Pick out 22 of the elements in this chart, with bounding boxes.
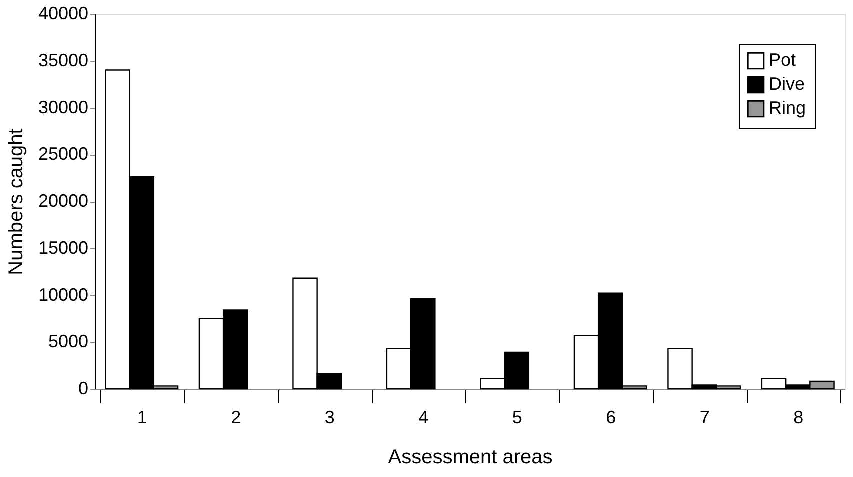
y-axis-title: Numbers caught	[5, 128, 28, 276]
x-tick-label: 5	[512, 408, 522, 428]
legend-label: Dive	[769, 74, 806, 94]
y-tick-label: 0	[78, 378, 88, 398]
x-tick-label: 7	[700, 408, 710, 428]
y-tick-label: 25000	[38, 144, 88, 164]
y-tick-label: 30000	[38, 97, 88, 118]
x-tick-label: 8	[794, 408, 804, 428]
y-tick-label: 15000	[38, 238, 88, 258]
x-tick-label: 3	[324, 408, 335, 428]
y-tick-label: 20000	[38, 191, 88, 211]
y-tick-label: 40000	[38, 4, 88, 24]
x-tick-label: 1	[137, 408, 148, 428]
y-tick-label: 10000	[38, 284, 88, 305]
x-axis-title: Assessment areas	[388, 446, 553, 468]
y-tick-label: 35000	[38, 50, 88, 70]
legend-label: Pot	[769, 50, 796, 70]
x-tick-label: 4	[418, 408, 429, 428]
y-tick-label: 5000	[48, 332, 88, 352]
x-tick-label: 2	[231, 408, 242, 428]
x-tick-label: 6	[606, 408, 616, 428]
legend-label: Ring	[769, 98, 806, 118]
